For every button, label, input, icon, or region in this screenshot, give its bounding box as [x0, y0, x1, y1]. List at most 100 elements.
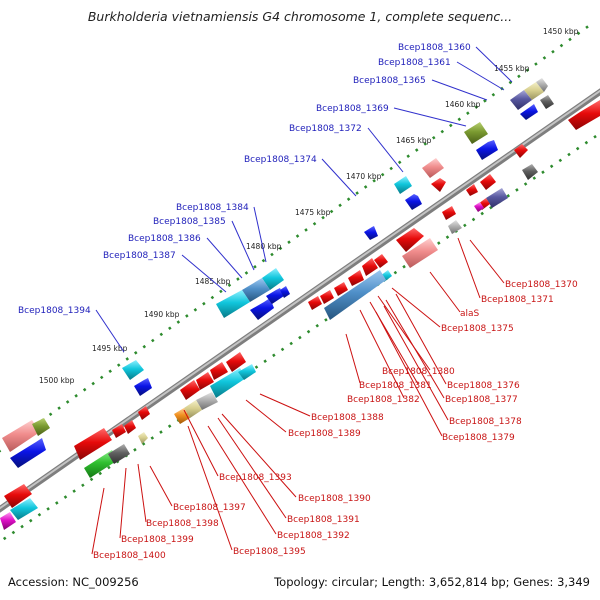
gene-arrow[interactable] — [242, 278, 270, 302]
gene-arrow[interactable] — [540, 95, 554, 109]
top-label-connectors — [95, 46, 513, 353]
gene-label[interactable]: Bcep1808_1374 — [244, 155, 317, 165]
gene-arrow[interactable] — [520, 104, 538, 120]
gene-arrow[interactable] — [262, 268, 284, 290]
gene-arrow[interactable] — [448, 220, 462, 234]
gene-label[interactable]: Bcep1808_1372 — [289, 124, 362, 134]
gene-arrow[interactable] — [476, 140, 498, 160]
gene-arrow[interactable] — [362, 258, 378, 276]
gene-arrow[interactable] — [10, 438, 46, 468]
gene-arrow[interactable] — [510, 90, 532, 110]
gene-label[interactable]: Bcep1808_1377 — [445, 395, 518, 405]
gene-label[interactable]: Bcep1808_1388 — [311, 413, 384, 423]
gene-label[interactable]: Bcep1808_1390 — [298, 494, 371, 504]
gene-arrow[interactable] — [210, 368, 246, 398]
gene-arrow[interactable] — [422, 158, 444, 178]
gene-label[interactable]: Bcep1808_1387 — [103, 251, 176, 261]
gene-arrow[interactable] — [124, 420, 136, 434]
gene-label[interactable]: Bcep1808_1385 — [153, 217, 226, 227]
gene-label[interactable]: Bcep1808_1399 — [121, 535, 194, 545]
gene-arrow[interactable] — [196, 392, 218, 410]
gene-arrow[interactable] — [226, 352, 246, 372]
gene-label[interactable]: Bcep1808_1379 — [442, 433, 515, 443]
gene-arrow[interactable] — [266, 288, 284, 304]
gene-arrow[interactable] — [522, 164, 538, 180]
gene-arrow[interactable] — [210, 362, 228, 380]
topology-text: Topology: circular; Length: 3,652,814 bp… — [274, 575, 590, 589]
gene-label[interactable]: Bcep1808_1369 — [316, 104, 389, 114]
gene-arrow[interactable] — [324, 270, 386, 320]
gene-label[interactable]: Bcep1808_1394 — [18, 306, 91, 316]
gene-label[interactable]: Bcep1808_1380 — [382, 367, 455, 377]
gene-arrow[interactable] — [396, 228, 424, 252]
gene-arrow[interactable] — [32, 418, 50, 436]
gene-label[interactable]: Bcep1808_1400 — [93, 551, 166, 561]
reverse-strand-guide — [0, 131, 600, 544]
gene-arrow[interactable] — [320, 290, 334, 304]
gene-arrow[interactable] — [174, 408, 190, 424]
gene-label[interactable]: Bcep1808_1370 — [505, 280, 578, 290]
gene-label[interactable]: alaS — [460, 309, 480, 319]
gene-arrow[interactable] — [280, 286, 290, 298]
gene-arrow[interactable] — [431, 178, 446, 192]
tick-label: 1465 kbp — [396, 136, 432, 145]
gene-label[interactable]: Bcep1808_1376 — [447, 381, 520, 391]
gene-label[interactable]: Bcep1808_1398 — [146, 519, 219, 529]
gene-arrow[interactable] — [196, 372, 214, 390]
gene-arrow[interactable] — [374, 254, 388, 268]
gene-arrow[interactable] — [466, 184, 478, 196]
gene-arrow[interactable] — [334, 282, 348, 296]
gene-arrow[interactable] — [184, 400, 202, 418]
gene-arrow[interactable] — [4, 484, 32, 508]
gene-label[interactable]: Bcep1808_1378 — [449, 417, 522, 427]
gene-arrow[interactable] — [250, 298, 274, 320]
gene-arrow[interactable] — [0, 512, 16, 530]
gene-label[interactable]: Bcep1808_1381 — [359, 381, 432, 391]
gene-arrow[interactable] — [138, 432, 148, 444]
gene-arrow[interactable] — [348, 270, 364, 286]
tick-label: 1480 kbp — [246, 242, 282, 251]
gene-arrow[interactable] — [112, 424, 126, 438]
gene-arrow[interactable] — [108, 444, 130, 464]
gene-arrow[interactable] — [134, 378, 152, 396]
gene-arrow[interactable] — [474, 202, 484, 212]
gene-arrow[interactable] — [394, 176, 412, 194]
gene-label[interactable]: Bcep1808_1375 — [441, 324, 514, 334]
gene-arrow[interactable] — [84, 450, 118, 478]
gene-label[interactable]: Bcep1808_1360 — [398, 43, 471, 53]
gene-label[interactable]: Bcep1808_1392 — [277, 531, 350, 541]
gene-arrow[interactable] — [74, 428, 112, 460]
gene-label[interactable]: Bcep1808_1393 — [219, 473, 292, 483]
gene-arrow[interactable] — [122, 360, 144, 380]
gene-label[interactable]: Bcep1808_1397 — [173, 503, 246, 513]
gene-arrow[interactable] — [10, 498, 38, 520]
gene-arrow[interactable] — [308, 296, 322, 310]
gene-label[interactable]: Bcep1808_1386 — [128, 234, 201, 244]
gene-label[interactable]: Bcep1808_1395 — [233, 547, 306, 557]
gene-arrow[interactable] — [524, 82, 544, 100]
gene-label[interactable]: Bcep1808_1389 — [288, 429, 361, 439]
gene-arrow[interactable] — [2, 420, 40, 452]
gene-label[interactable]: Bcep1808_1384 — [176, 203, 249, 213]
gene-arrow[interactable] — [486, 188, 508, 208]
gene-arrow[interactable] — [514, 144, 528, 158]
gene-arrow[interactable] — [405, 194, 422, 210]
gene-arrow[interactable] — [442, 206, 456, 220]
gene-label[interactable]: Bcep1808_1382 — [347, 395, 420, 405]
gene-arrow[interactable] — [402, 238, 438, 268]
gene-arrow[interactable] — [238, 364, 256, 380]
gene-arrow[interactable] — [464, 122, 488, 144]
map-title: Burkholderia vietnamiensis G4 chromosome… — [87, 9, 513, 24]
gene-arrow[interactable] — [138, 406, 150, 420]
gene-label[interactable]: Bcep1808_1365 — [353, 76, 426, 86]
gene-arrow[interactable] — [536, 78, 548, 92]
gene-arrow[interactable] — [568, 100, 600, 130]
gene-arrow[interactable] — [480, 174, 496, 190]
gene-label[interactable]: Bcep1808_1391 — [287, 515, 360, 525]
gene-label[interactable]: Bcep1808_1371 — [481, 295, 554, 305]
tick-label: 1455 kbp — [494, 64, 530, 73]
gene-arrow[interactable] — [364, 226, 378, 240]
gene-arrow[interactable] — [180, 380, 200, 400]
gene-label[interactable]: Bcep1808_1361 — [378, 58, 451, 68]
gene-arrow[interactable] — [216, 290, 250, 318]
